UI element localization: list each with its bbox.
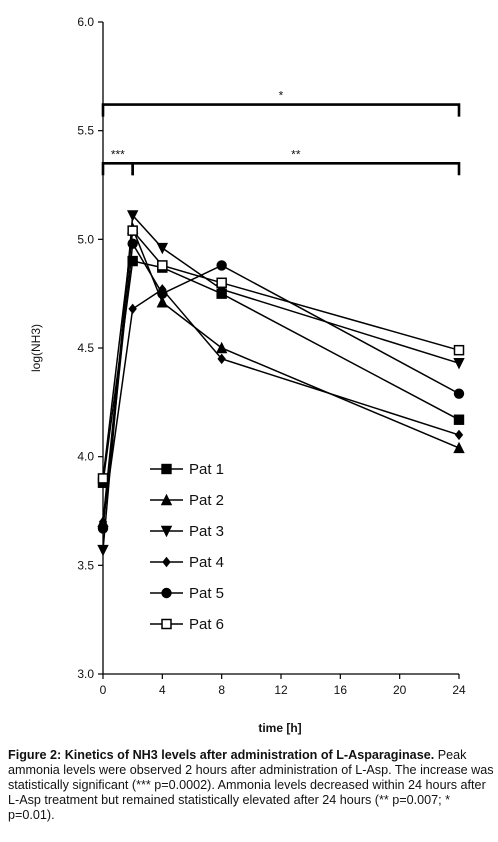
y-tick-label: 3.0 [77, 667, 94, 681]
data-point [97, 523, 109, 534]
data-point [127, 255, 138, 267]
data-point [454, 429, 464, 441]
legend-entry: Pat 4 [150, 554, 224, 571]
data-point [157, 260, 168, 271]
y-tick-label: 6.0 [77, 15, 94, 29]
data-point [127, 238, 138, 249]
legend-entry: Pat 6 [150, 616, 224, 633]
data-point [217, 353, 226, 365]
caption-label: Figure 2: [8, 748, 62, 762]
legend-label: Pat 6 [189, 616, 224, 633]
y-tick-label: 3.5 [77, 558, 94, 572]
legend: Pat 1 Pat 2 Pat 3 Pat 4 Pat 5 Pat 6 [150, 461, 224, 633]
legend-label: Pat 4 [189, 554, 224, 571]
data-point [216, 260, 227, 271]
x-tick-label: 12 [274, 683, 288, 697]
data-point [156, 296, 169, 308]
legend-marker [161, 463, 172, 475]
legend-entry: Pat 5 [150, 585, 224, 602]
x-tick-label: 20 [393, 683, 407, 697]
data-point [128, 303, 137, 315]
axes: 3.0 3.5 4.0 4.5 5.0 5.5 6.0 0 4 8 12 16 20 24 [77, 15, 466, 697]
series-pat-6 [97, 225, 465, 484]
caption-body: Peak ammonia levels were observed 2 hour… [8, 748, 494, 822]
significance-label: ** [291, 147, 301, 161]
y-tick-label: 4.0 [77, 450, 94, 464]
legend-label: Pat 5 [189, 585, 224, 602]
data-point [156, 242, 169, 255]
legend-marker [161, 618, 172, 630]
significance-bracket [101, 103, 461, 117]
data-point [453, 441, 465, 454]
series-pat-2 [97, 222, 465, 528]
data-point [126, 210, 139, 222]
y-axis-title: log(NH3) [29, 324, 43, 372]
legend-entry: Pat 3 [150, 523, 224, 540]
x-tick-label: 24 [452, 683, 466, 697]
data-point [127, 225, 138, 236]
ammonia-kinetics-chart: 3.03.54.04.55.05.56.00 4 8 12 16 20 24 **** ** … [29, 15, 466, 735]
data-point [453, 358, 465, 370]
significance-brackets: **** ** [101, 89, 461, 176]
data-point [97, 473, 109, 484]
x-tick-label: 0 [100, 683, 107, 697]
series-pat-4 [98, 284, 464, 528]
legend-marker [160, 525, 173, 538]
x-tick-label: 8 [218, 683, 225, 697]
legend-label: Pat 3 [189, 523, 224, 540]
figure-caption: Figure 2: Kinetics of NH3 levels after a… [8, 748, 494, 823]
legend-marker [161, 587, 172, 599]
series-pat-3 [97, 210, 465, 557]
series-pat-1 [97, 255, 465, 488]
legend-marker [160, 493, 173, 506]
y-tick-label: 4.5 [77, 341, 94, 355]
y-tick-label: 5.0 [77, 232, 94, 246]
y-tick-label: 5.5 [77, 124, 94, 138]
data-point [215, 341, 228, 354]
series-line [102, 228, 460, 522]
x-tick-label: 16 [334, 683, 348, 697]
data-point [97, 544, 109, 557]
significance-label: * [279, 89, 284, 103]
data-point [453, 414, 465, 425]
legend-label: Pat 1 [189, 461, 224, 478]
significance-label: *** [111, 147, 125, 161]
legend-entry: Pat 2 [150, 492, 224, 509]
legend-marker [162, 556, 171, 568]
x-axis-title: time [h] [258, 721, 301, 735]
series-line [102, 288, 460, 522]
series-pat-5 [97, 238, 465, 534]
x-tick-label: 4 [159, 683, 166, 697]
series-line [102, 260, 460, 483]
significance-bracket [101, 161, 134, 176]
data-point [216, 277, 227, 289]
data-point [453, 388, 465, 399]
legend-entry: Pat 1 [150, 461, 224, 478]
legend-label: Pat 2 [189, 492, 224, 509]
caption-title: Kinetics of NH3 levels after administrat… [64, 748, 435, 762]
series-line [102, 228, 460, 479]
series-group [97, 210, 465, 557]
data-point [157, 288, 168, 299]
data-point [453, 344, 465, 356]
significance-bracket [131, 161, 461, 176]
